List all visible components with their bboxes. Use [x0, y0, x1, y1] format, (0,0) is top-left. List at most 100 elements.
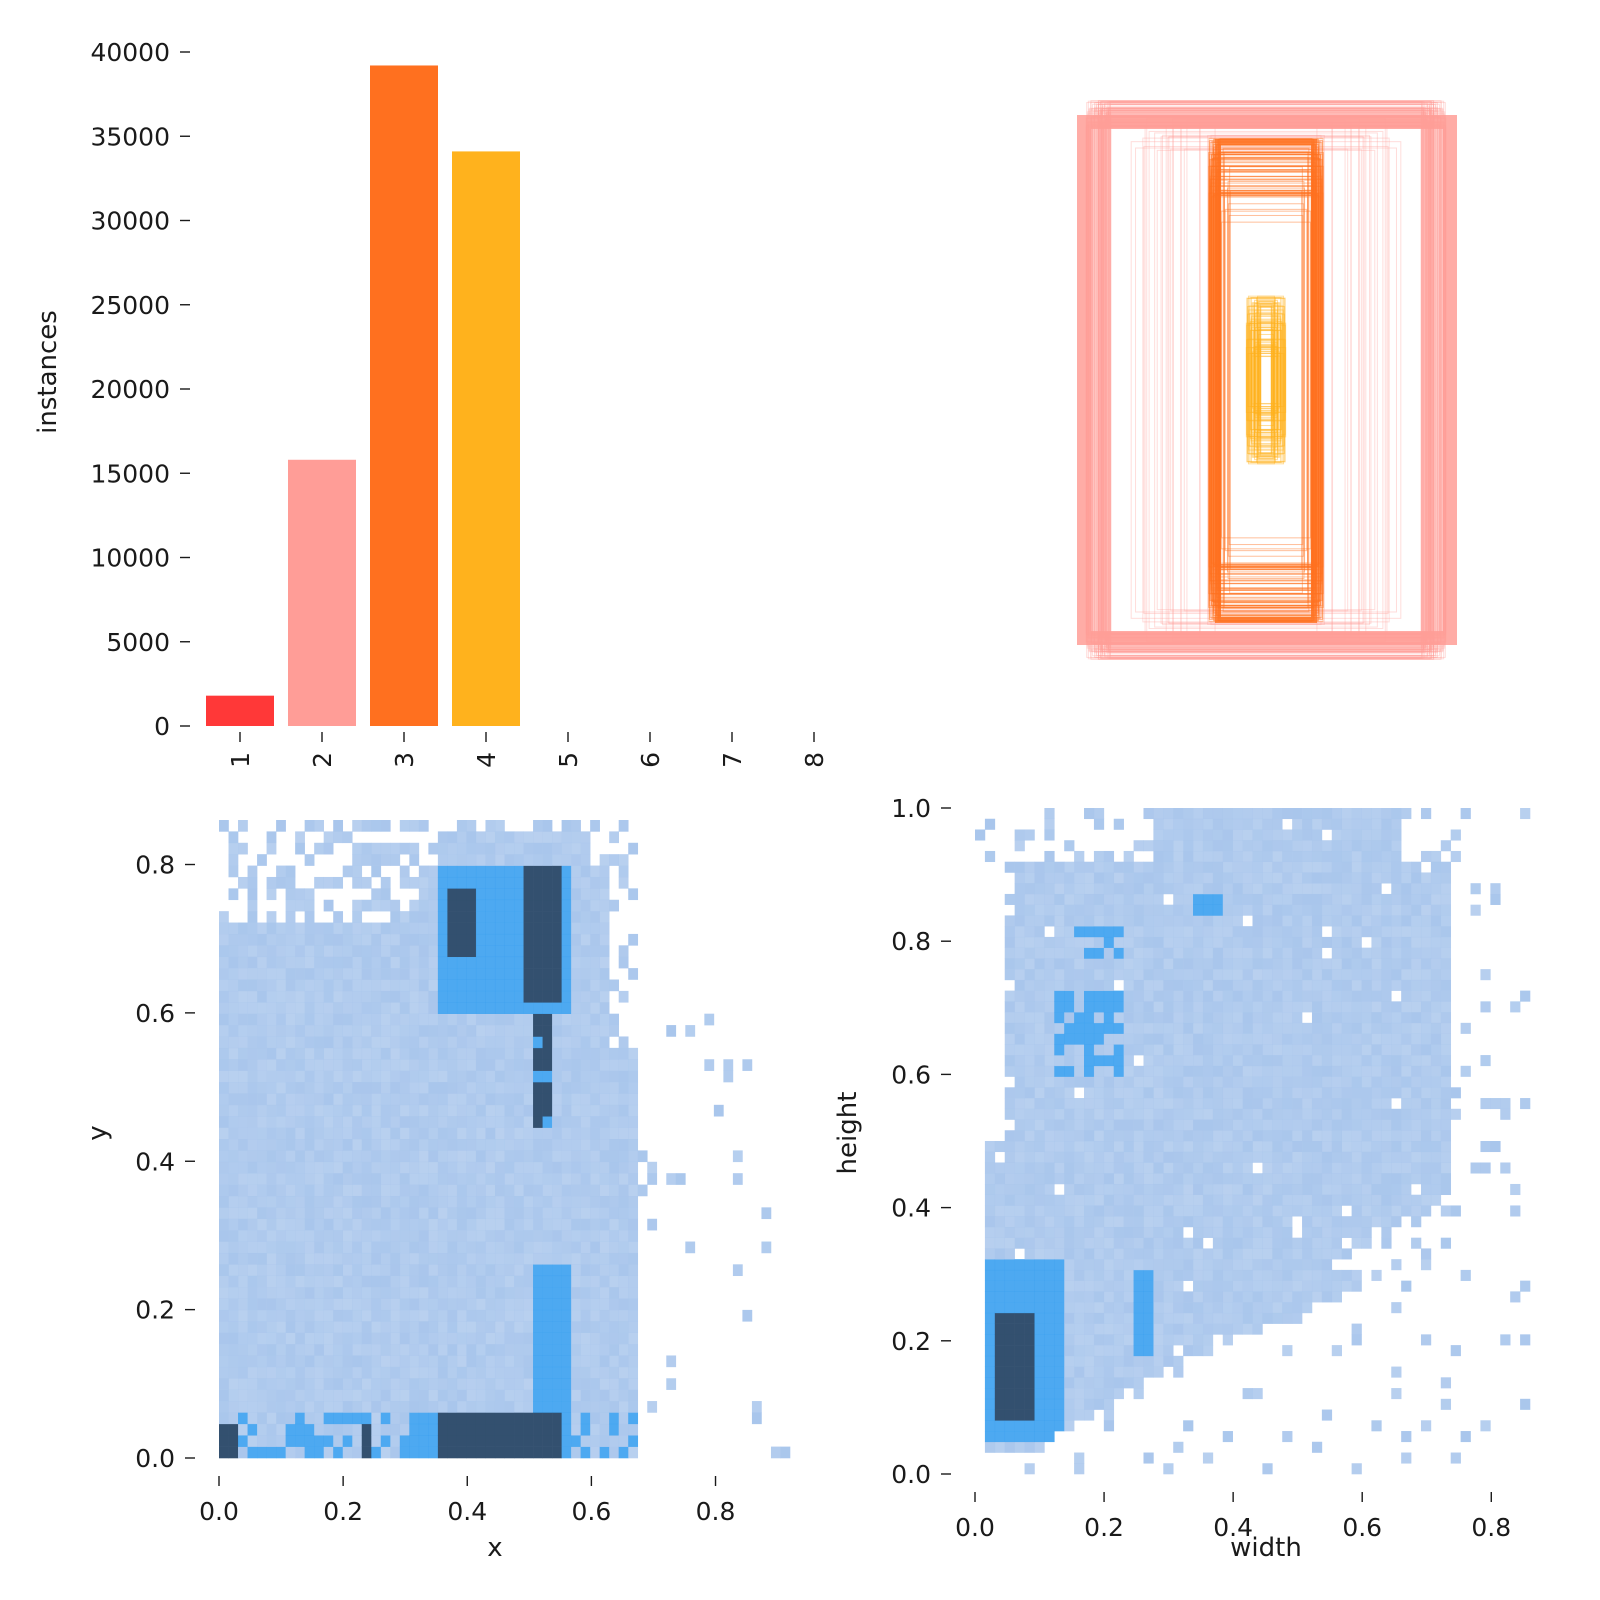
- heatmap-cell: [1113, 1044, 1124, 1056]
- heatmap-cell: [380, 1321, 391, 1333]
- heatmap-cell: [247, 911, 258, 923]
- heatmap-cell: [1361, 861, 1372, 873]
- heatmap-cell: [1193, 926, 1204, 938]
- heatmap-cell: [295, 1252, 305, 1265]
- heatmap-cell: [257, 1264, 267, 1277]
- heatmap-cell: [599, 956, 610, 969]
- heatmap-cell: [333, 1378, 344, 1390]
- heatmap-cell: [580, 1127, 591, 1140]
- heatmap-cell: [323, 1332, 334, 1345]
- heatmap-cell: [456, 1423, 467, 1436]
- heatmap-cell: [1212, 840, 1224, 852]
- heatmap-cell: [352, 1195, 363, 1208]
- heatmap-cell: [523, 1412, 534, 1425]
- heatmap-cell: [1004, 1108, 1015, 1120]
- heatmap-cell: [333, 1036, 344, 1049]
- heatmap-cell: [428, 1104, 439, 1117]
- heatmap-cell: [390, 1252, 401, 1265]
- heatmap-cell: [1202, 1076, 1214, 1088]
- heatmap-cell: [494, 1002, 505, 1014]
- heatmap-cell: [314, 1070, 324, 1083]
- heatmap-cell: [628, 1127, 639, 1140]
- heatmap-cell: [1074, 1291, 1085, 1303]
- heatmap-cell: [1430, 1130, 1442, 1142]
- width-height-heatmap: 0.0 0.2 0.4 0.6 0.8 0.00.20.40.60.81.0 width…: [833, 794, 1531, 1563]
- heatmap-cell: [238, 1218, 248, 1231]
- heatmap-cell: [466, 1002, 477, 1014]
- heatmap-cell: [552, 854, 562, 866]
- heatmap-cell: [1113, 1098, 1124, 1110]
- heatmap-cell: [1064, 969, 1075, 981]
- heatmap-cell: [456, 1116, 467, 1128]
- heatmap-cell: [1212, 958, 1224, 970]
- heatmap-cell: [342, 1264, 353, 1277]
- heatmap-cell: [1232, 969, 1243, 981]
- heatmap-cell: [504, 1389, 515, 1402]
- heatmap-cell: [276, 1002, 286, 1014]
- heatmap-cell: [542, 1173, 553, 1185]
- heatmap-cell: [628, 1355, 639, 1368]
- heatmap-cell: [1074, 1044, 1085, 1056]
- heatmap-cell: [1361, 1226, 1372, 1238]
- heatmap-cell: [1153, 969, 1164, 981]
- heatmap-cell: [437, 1150, 448, 1163]
- heatmap-cell: [1024, 1065, 1035, 1077]
- heatmap-cell: [475, 1184, 486, 1197]
- heatmap-cell: [485, 1082, 496, 1094]
- heatmap-cell: [466, 1287, 477, 1299]
- heatmap-cell: [1430, 969, 1442, 981]
- heatmap-cell: [447, 1184, 458, 1197]
- heatmap-cell: [361, 933, 372, 946]
- heatmap-cell: [1034, 958, 1045, 970]
- heatmap-cell: [352, 922, 363, 935]
- heatmap-cell: [1202, 1334, 1214, 1346]
- heatmap-cell: [780, 1446, 791, 1459]
- heatmap-cell: [1381, 1065, 1392, 1077]
- heatmap-cell: [314, 1252, 324, 1265]
- heatmap-cell: [533, 1287, 543, 1299]
- heatmap-cell: [552, 1218, 562, 1231]
- heatmap-cell: [1222, 1237, 1233, 1249]
- box-outline: [1207, 134, 1325, 626]
- heatmap-cell: [1093, 1108, 1105, 1120]
- heatmap-cell: [437, 968, 448, 980]
- heatmap-cell: [1193, 969, 1204, 981]
- box-outline: [1105, 113, 1427, 647]
- heatmap-cell: [1242, 1248, 1253, 1260]
- heatmap-cell: [361, 1423, 372, 1436]
- heatmap-cell: [314, 945, 324, 958]
- heatmap-cell: [247, 1298, 258, 1311]
- heatmap-cell: [323, 1344, 334, 1356]
- heatmap-cell: [542, 1139, 553, 1151]
- heatmap-cell: [266, 1207, 277, 1220]
- heatmap-cell: [1193, 1044, 1204, 1056]
- heatmap-cell: [475, 956, 486, 969]
- box-outline: [1209, 158, 1323, 602]
- heatmap-cell: [618, 1287, 629, 1299]
- heatmap-cell: [599, 1002, 610, 1014]
- heatmap-cell: [1202, 1205, 1214, 1217]
- heatmap-cell: [238, 1150, 248, 1163]
- heatmap-cell: [561, 1264, 572, 1277]
- heatmap-cell: [1093, 818, 1105, 830]
- heatmap-cell: [399, 1332, 410, 1345]
- heatmap-cell: [352, 1252, 363, 1265]
- heatmap-cell: [1163, 1226, 1174, 1238]
- heatmap-cell: [1440, 1098, 1452, 1110]
- heatmap-cell: [1381, 958, 1392, 970]
- heatmap-cell: [1064, 1216, 1075, 1228]
- heatmap-cell: [1093, 1001, 1105, 1013]
- heatmap-cell: [1103, 1409, 1115, 1421]
- heatmap-cell: [447, 1275, 458, 1288]
- heatmap-cell: [1401, 926, 1412, 938]
- heatmap-cell: [1282, 883, 1293, 895]
- heatmap-cell: [456, 1093, 467, 1106]
- heatmap-cell: [1411, 1087, 1422, 1099]
- heatmap-cell: [1321, 1033, 1333, 1045]
- heatmap-cell: [571, 1401, 581, 1413]
- heatmap-cell: [323, 1025, 334, 1037]
- heatmap-cell: [628, 1321, 639, 1333]
- heatmap-cell: [523, 1252, 534, 1265]
- heatmap-cell: [1420, 1065, 1432, 1077]
- heatmap-cell: [399, 865, 410, 878]
